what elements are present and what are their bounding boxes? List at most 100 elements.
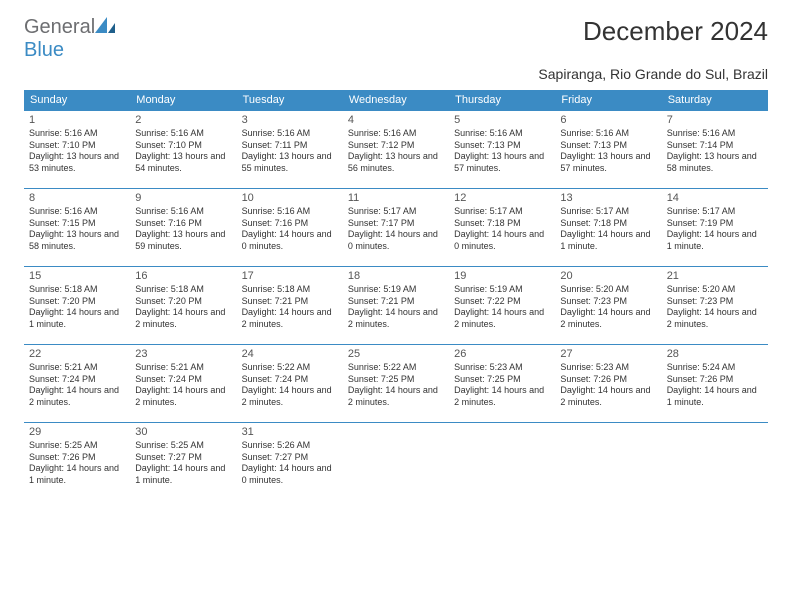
sunset-line: Sunset: 7:16 PM xyxy=(135,218,231,230)
sunset-line: Sunset: 7:10 PM xyxy=(29,140,125,152)
calendar-cell: 1Sunrise: 5:16 AMSunset: 7:10 PMDaylight… xyxy=(24,111,130,189)
calendar-cell: 20Sunrise: 5:20 AMSunset: 7:23 PMDayligh… xyxy=(555,267,661,345)
logo-text: General Blue xyxy=(24,16,115,62)
day-number: 14 xyxy=(667,192,763,204)
calendar-row: 1Sunrise: 5:16 AMSunset: 7:10 PMDaylight… xyxy=(24,111,768,189)
sunrise-line: Sunrise: 5:16 AM xyxy=(454,128,550,140)
daylight-line: Daylight: 14 hours and 2 minutes. xyxy=(29,385,125,408)
daylight-line: Daylight: 14 hours and 2 minutes. xyxy=(454,385,550,408)
sunset-line: Sunset: 7:15 PM xyxy=(29,218,125,230)
sunrise-line: Sunrise: 5:26 AM xyxy=(242,440,338,452)
daylight-line: Daylight: 13 hours and 58 minutes. xyxy=(29,229,125,252)
calendar-cell: 25Sunrise: 5:22 AMSunset: 7:25 PMDayligh… xyxy=(343,345,449,423)
day-number: 17 xyxy=(242,270,338,282)
sunrise-line: Sunrise: 5:23 AM xyxy=(454,362,550,374)
sunset-line: Sunset: 7:27 PM xyxy=(242,452,338,464)
location-subtitle: Sapiranga, Rio Grande do Sul, Brazil xyxy=(24,66,768,82)
sunset-line: Sunset: 7:21 PM xyxy=(242,296,338,308)
weekday-header-row: Sunday Monday Tuesday Wednesday Thursday… xyxy=(24,90,768,111)
sunrise-line: Sunrise: 5:18 AM xyxy=(29,284,125,296)
daylight-line: Daylight: 13 hours and 57 minutes. xyxy=(560,151,656,174)
sunrise-line: Sunrise: 5:20 AM xyxy=(560,284,656,296)
day-number: 1 xyxy=(29,114,125,126)
daylight-line: Daylight: 14 hours and 1 minute. xyxy=(135,463,231,486)
calendar-cell xyxy=(343,423,449,501)
sunrise-line: Sunrise: 5:25 AM xyxy=(135,440,231,452)
day-number: 22 xyxy=(29,348,125,360)
day-number: 24 xyxy=(242,348,338,360)
day-number: 15 xyxy=(29,270,125,282)
daylight-line: Daylight: 14 hours and 2 minutes. xyxy=(667,307,763,330)
sunset-line: Sunset: 7:24 PM xyxy=(135,374,231,386)
weekday-thursday: Thursday xyxy=(449,90,555,111)
calendar-cell: 24 Sunrise: 5:22 AMSunset: 7:24 PMDayligh… xyxy=(237,345,343,423)
sunset-line: Sunset: 7:23 PM xyxy=(560,296,656,308)
sunrise-line: Sunrise: 5:19 AM xyxy=(348,284,444,296)
daylight-line: Daylight: 14 hours and 2 minutes. xyxy=(242,385,338,408)
sunset-line: Sunset: 7:18 PM xyxy=(560,218,656,230)
sunrise-line: Sunrise: 5:18 AM xyxy=(242,284,338,296)
calendar-cell: 6Sunrise: 5:16 AMSunset: 7:13 PMDaylight… xyxy=(555,111,661,189)
daylight-line: Daylight: 14 hours and 2 minutes. xyxy=(135,307,231,330)
day-number: 10 xyxy=(242,192,338,204)
sunset-line: Sunset: 7:19 PM xyxy=(667,218,763,230)
calendar-cell: 7Sunrise: 5:16 AMSunset: 7:14 PMDaylight… xyxy=(662,111,768,189)
daylight-line: Daylight: 13 hours and 54 minutes. xyxy=(135,151,231,174)
calendar-row: 22Sunrise: 5:21 AMSunset: 7:24 PMDayligh… xyxy=(24,345,768,423)
sunset-line: Sunset: 7:26 PM xyxy=(29,452,125,464)
day-number: 2 xyxy=(135,114,231,126)
sunset-line: Sunset: 7:10 PM xyxy=(135,140,231,152)
calendar-cell: 13Sunrise: 5:17 AMSunset: 7:18 PMDayligh… xyxy=(555,189,661,267)
daylight-line: Daylight: 14 hours and 2 minutes. xyxy=(242,307,338,330)
sail-icon xyxy=(95,17,115,33)
weekday-sunday: Sunday xyxy=(24,90,130,111)
sunrise-line: Sunrise: 5:16 AM xyxy=(242,128,338,140)
sunrise-line: Sunrise: 5:22 AM xyxy=(242,362,338,374)
calendar-cell xyxy=(555,423,661,501)
day-number: 8 xyxy=(29,192,125,204)
calendar-cell: 28Sunrise: 5:24 AMSunset: 7:26 PMDayligh… xyxy=(662,345,768,423)
day-number: 3 xyxy=(242,114,338,126)
calendar-cell: 22Sunrise: 5:21 AMSunset: 7:24 PMDayligh… xyxy=(24,345,130,423)
day-number: 9 xyxy=(135,192,231,204)
calendar-cell: 27Sunrise: 5:23 AMSunset: 7:26 PMDayligh… xyxy=(555,345,661,423)
daylight-line: Daylight: 14 hours and 2 minutes. xyxy=(135,385,231,408)
sunrise-line: Sunrise: 5:16 AM xyxy=(348,128,444,140)
sunrise-line: Sunrise: 5:16 AM xyxy=(135,206,231,218)
day-number: 26 xyxy=(454,348,550,360)
calendar-cell: 8 Sunrise: 5:16 AMSunset: 7:15 PMDaylight… xyxy=(24,189,130,267)
calendar-cell: 26Sunrise: 5:23 AMSunset: 7:25 PMDayligh… xyxy=(449,345,555,423)
day-number: 19 xyxy=(454,270,550,282)
calendar-row: 29Sunrise: 5:25 AMSunset: 7:26 PMDayligh… xyxy=(24,423,768,501)
daylight-line: Daylight: 14 hours and 1 minute. xyxy=(29,463,125,486)
calendar-row: 8Sunrise: 5:16 AMSunset: 7:15 PMDaylight… xyxy=(24,189,768,267)
sunset-line: Sunset: 7:24 PM xyxy=(242,374,338,386)
sunrise-line: Sunrise: 5:21 AM xyxy=(135,362,231,374)
calendar-cell: 31Sunrise: 5:26 AMSunset: 7:27 PMDayligh… xyxy=(237,423,343,501)
sunset-line: Sunset: 7:11 PM xyxy=(242,140,338,152)
calendar-cell xyxy=(449,423,555,501)
sunrise-line: Sunrise: 5:16 AM xyxy=(29,206,125,218)
day-number: 31 xyxy=(242,426,338,438)
weekday-friday: Friday xyxy=(555,90,661,111)
daylight-line: Daylight: 14 hours and 1 minute. xyxy=(667,385,763,408)
calendar-cell: 30Sunrise: 5:25 AMSunset: 7:27 PMDayligh… xyxy=(130,423,236,501)
sunrise-line: Sunrise: 5:16 AM xyxy=(135,128,231,140)
daylight-line: Daylight: 14 hours and 0 minutes. xyxy=(242,229,338,252)
sunset-line: Sunset: 7:27 PM xyxy=(135,452,231,464)
calendar-cell: 5Sunrise: 5:16 AMSunset: 7:13 PMDaylight… xyxy=(449,111,555,189)
day-number: 27 xyxy=(560,348,656,360)
day-number: 16 xyxy=(135,270,231,282)
sunrise-line: Sunrise: 5:17 AM xyxy=(667,206,763,218)
calendar-cell: 18Sunrise: 5:19 AMSunset: 7:21 PMDayligh… xyxy=(343,267,449,345)
sunset-line: Sunset: 7:20 PM xyxy=(135,296,231,308)
calendar-cell: 15Sunrise: 5:18 AMSunset: 7:20 PMDayligh… xyxy=(24,267,130,345)
day-number: 7 xyxy=(667,114,763,126)
sunrise-line: Sunrise: 5:19 AM xyxy=(454,284,550,296)
calendar-cell xyxy=(662,423,768,501)
sunrise-line: Sunrise: 5:21 AM xyxy=(29,362,125,374)
sunrise-line: Sunrise: 5:23 AM xyxy=(560,362,656,374)
calendar-cell: 19Sunrise: 5:19 AMSunset: 7:22 PMDayligh… xyxy=(449,267,555,345)
weekday-monday: Monday xyxy=(130,90,236,111)
day-number: 13 xyxy=(560,192,656,204)
